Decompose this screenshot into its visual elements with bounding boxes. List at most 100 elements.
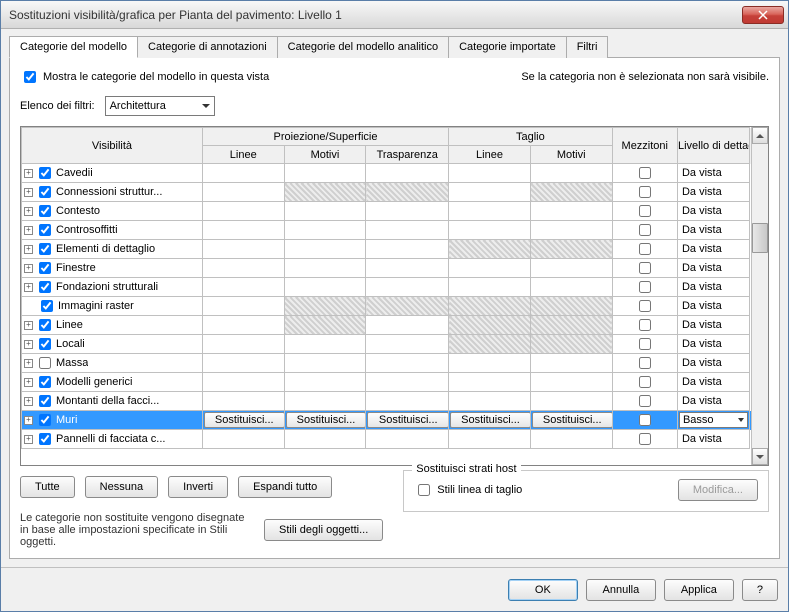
table-row[interactable]: +LineeDa vista: [22, 316, 769, 335]
row-checkbox[interactable]: [39, 186, 51, 198]
row-checkbox[interactable]: [39, 205, 51, 217]
scroll-thumb[interactable]: [752, 223, 768, 253]
halftone-checkbox[interactable]: [639, 338, 651, 350]
halftone-checkbox[interactable]: [639, 376, 651, 388]
expand-all-button[interactable]: Espandi tutto: [238, 476, 332, 498]
row-checkbox[interactable]: [39, 357, 51, 369]
row-checkbox[interactable]: [39, 414, 51, 426]
halftone-checkbox[interactable]: [639, 167, 651, 179]
expand-icon[interactable]: +: [24, 264, 33, 273]
col-proj-patterns: Motivi: [284, 146, 366, 164]
halftone-checkbox[interactable]: [639, 243, 651, 255]
halftone-checkbox[interactable]: [639, 357, 651, 369]
show-categories-input[interactable]: [24, 71, 36, 83]
table-row[interactable]: Immagini rasterDa vista: [22, 297, 769, 316]
row-label: Locali: [56, 338, 85, 350]
tab-0[interactable]: Categorie del modello: [9, 36, 138, 58]
expand-icon[interactable]: +: [24, 397, 33, 406]
close-button[interactable]: [742, 6, 784, 24]
halftone-checkbox[interactable]: [639, 319, 651, 331]
chevron-down-icon: [738, 418, 744, 422]
row-checkbox[interactable]: [41, 300, 53, 312]
row-checkbox[interactable]: [39, 167, 51, 179]
halftone-checkbox[interactable]: [639, 262, 651, 274]
invert-button[interactable]: Inverti: [168, 476, 228, 498]
all-button[interactable]: Tutte: [20, 476, 75, 498]
halftone-checkbox[interactable]: [639, 224, 651, 236]
override-button[interactable]: Sostituisci...: [204, 412, 284, 428]
override-button[interactable]: Sostituisci...: [450, 412, 530, 428]
override-button[interactable]: Sostituisci...: [367, 412, 448, 428]
cut-line-styles-checkbox[interactable]: Stili linea di taglio: [414, 481, 522, 499]
expand-icon[interactable]: +: [24, 378, 33, 387]
halftone-checkbox[interactable]: [639, 205, 651, 217]
row-label: Pannelli di facciata c...: [56, 433, 165, 445]
row-checkbox[interactable]: [39, 433, 51, 445]
expand-icon[interactable]: +: [24, 340, 33, 349]
tab-3[interactable]: Categorie importate: [448, 36, 567, 58]
top-row: Mostra le categorie del modello in quest…: [20, 68, 769, 86]
table-row[interactable]: +ContestoDa vista: [22, 202, 769, 221]
override-button[interactable]: Sostituisci...: [286, 412, 366, 428]
none-button[interactable]: Nessuna: [85, 476, 158, 498]
expand-icon[interactable]: +: [24, 283, 33, 292]
scroll-up-button[interactable]: [752, 127, 768, 144]
table-row[interactable]: +Pannelli di facciata c...Da vista: [22, 430, 769, 449]
modify-button[interactable]: Modifica...: [678, 479, 758, 501]
expand-icon[interactable]: +: [24, 169, 33, 178]
halftone-checkbox[interactable]: [639, 433, 651, 445]
row-label: Controsoffitti: [56, 224, 118, 236]
expand-icon[interactable]: +: [24, 416, 33, 425]
row-checkbox[interactable]: [39, 243, 51, 255]
filter-row: Elenco dei filtri: Architettura: [20, 96, 769, 116]
row-checkbox[interactable]: [39, 395, 51, 407]
scroll-track[interactable]: [752, 144, 768, 448]
row-checkbox[interactable]: [39, 224, 51, 236]
table-row[interactable]: +Fondazioni strutturaliDa vista: [22, 278, 769, 297]
table-row[interactable]: +Connessioni struttur...Da vista: [22, 183, 769, 202]
table-row[interactable]: +Modelli genericiDa vista: [22, 373, 769, 392]
object-styles-button[interactable]: Stili degli oggetti...: [264, 519, 383, 541]
halftone-checkbox[interactable]: [639, 281, 651, 293]
scroll-down-button[interactable]: [752, 448, 768, 465]
row-checkbox[interactable]: [39, 281, 51, 293]
halftone-checkbox[interactable]: [639, 300, 651, 312]
row-checkbox[interactable]: [39, 376, 51, 388]
tab-1[interactable]: Categorie di annotazioni: [137, 36, 278, 58]
expand-icon[interactable]: +: [24, 435, 33, 444]
tab-2[interactable]: Categorie del modello analitico: [277, 36, 449, 58]
detail-level-dropdown[interactable]: Basso: [679, 412, 748, 428]
table-row[interactable]: +FinestreDa vista: [22, 259, 769, 278]
filter-list-dropdown[interactable]: Architettura: [105, 96, 215, 116]
table-row[interactable]: +LocaliDa vista: [22, 335, 769, 354]
row-checkbox[interactable]: [39, 262, 51, 274]
table-row[interactable]: +MuriSostituisci...Sostituisci...Sostitu…: [22, 411, 769, 430]
expand-icon[interactable]: +: [24, 188, 33, 197]
halftone-checkbox[interactable]: [639, 395, 651, 407]
override-button[interactable]: Sostituisci...: [532, 412, 612, 428]
row-checkbox[interactable]: [39, 319, 51, 331]
expand-icon[interactable]: +: [24, 245, 33, 254]
tab-4[interactable]: Filtri: [566, 36, 609, 58]
expand-icon[interactable]: +: [24, 207, 33, 216]
ok-button[interactable]: OK: [508, 579, 578, 601]
dialog-footer: OK Annulla Applica ?: [1, 567, 788, 611]
cancel-button[interactable]: Annulla: [586, 579, 656, 601]
cut-line-styles-input[interactable]: [418, 484, 430, 496]
halftone-checkbox[interactable]: [639, 186, 651, 198]
table-row[interactable]: +Elementi di dettaglioDa vista: [22, 240, 769, 259]
halftone-checkbox[interactable]: [639, 414, 651, 426]
row-checkbox[interactable]: [39, 338, 51, 350]
help-button[interactable]: ?: [742, 579, 778, 601]
col-transparency: Trasparenza: [366, 146, 449, 164]
expand-icon[interactable]: +: [24, 321, 33, 330]
apply-button[interactable]: Applica: [664, 579, 734, 601]
table-row[interactable]: +Montanti della facci...Da vista: [22, 392, 769, 411]
table-row[interactable]: +MassaDa vista: [22, 354, 769, 373]
show-categories-checkbox[interactable]: Mostra le categorie del modello in quest…: [20, 68, 269, 86]
vertical-scrollbar[interactable]: [751, 127, 768, 465]
table-row[interactable]: +CavediiDa vista: [22, 164, 769, 183]
expand-icon[interactable]: +: [24, 359, 33, 368]
table-row[interactable]: +ControsoffittiDa vista: [22, 221, 769, 240]
expand-icon[interactable]: +: [24, 226, 33, 235]
